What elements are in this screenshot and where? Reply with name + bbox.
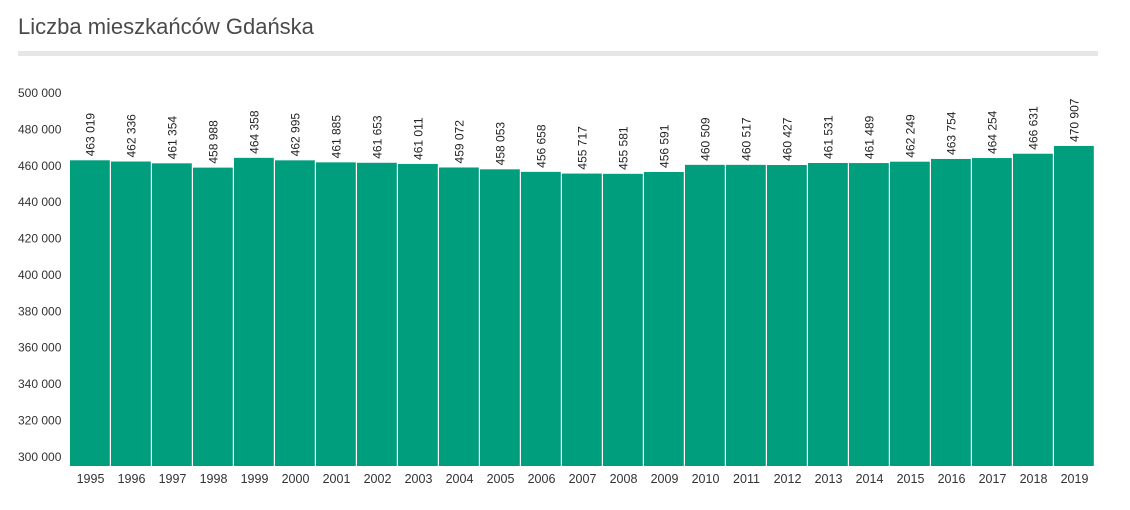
x-tick-label-2018: 2018 bbox=[1020, 472, 1048, 486]
bar-1995 bbox=[70, 160, 110, 467]
bar-2008 bbox=[603, 173, 643, 466]
data-label-2002: 461 653 bbox=[371, 115, 385, 159]
bar-2006 bbox=[521, 171, 561, 467]
bar-2009 bbox=[644, 171, 684, 467]
bar-2018 bbox=[1013, 153, 1053, 466]
x-tick-label-2015: 2015 bbox=[897, 472, 925, 486]
x-tick-label-2000: 2000 bbox=[282, 472, 310, 486]
y-axis: 300 000 320 000 340 000 360 000 380 000 400 0… bbox=[18, 86, 62, 464]
bar-2004 bbox=[439, 167, 479, 466]
data-label-2006: 456 658 bbox=[535, 124, 549, 168]
bar-2014 bbox=[849, 163, 889, 466]
data-label-2013: 461 531 bbox=[822, 115, 836, 159]
x-tick-label-2005: 2005 bbox=[487, 472, 515, 486]
y-tick-label: 400 000 bbox=[18, 268, 62, 282]
data-label-2001: 461 885 bbox=[330, 115, 344, 159]
data-label-1998: 458 988 bbox=[207, 120, 221, 164]
x-tick-label-2016: 2016 bbox=[938, 472, 966, 486]
x-tick-label-1996: 1996 bbox=[118, 472, 146, 486]
bar-2010 bbox=[685, 164, 725, 466]
data-label-2007: 455 717 bbox=[576, 126, 590, 170]
bar-1996 bbox=[111, 161, 151, 466]
bar-2007 bbox=[562, 173, 602, 466]
y-tick-label: 460 000 bbox=[18, 159, 62, 173]
y-tick-label: 420 000 bbox=[18, 232, 62, 246]
x-tick-label-2012: 2012 bbox=[774, 472, 802, 486]
bar-2000 bbox=[275, 160, 315, 466]
x-tick-label-2003: 2003 bbox=[405, 472, 433, 486]
x-tick-label-1998: 1998 bbox=[200, 472, 228, 486]
data-label-2018: 466 631 bbox=[1027, 106, 1041, 150]
data-label-2000: 462 995 bbox=[289, 113, 303, 157]
bar-2016 bbox=[931, 158, 971, 466]
data-label-2004: 459 072 bbox=[453, 120, 467, 164]
data-label-2015: 462 249 bbox=[904, 114, 918, 158]
y-tick-label: 380 000 bbox=[18, 304, 62, 318]
data-label-2008: 455 581 bbox=[617, 126, 631, 170]
x-tick-label-2019: 2019 bbox=[1061, 472, 1089, 486]
title-divider bbox=[18, 51, 1098, 56]
data-label-2016: 463 754 bbox=[945, 111, 959, 155]
bar-2001 bbox=[316, 162, 356, 466]
y-tick-label: 440 000 bbox=[18, 195, 62, 209]
bar-2017 bbox=[972, 158, 1012, 467]
x-tick-label-2013: 2013 bbox=[815, 472, 843, 486]
x-tick-label-2011: 2011 bbox=[733, 472, 760, 486]
data-label-1999: 464 358 bbox=[248, 110, 262, 154]
y-tick-label: 500 000 bbox=[18, 86, 62, 100]
x-tick-label-1999: 1999 bbox=[241, 472, 269, 486]
data-label-2005: 458 053 bbox=[494, 122, 508, 166]
bar-2015 bbox=[890, 161, 930, 466]
bar-2003 bbox=[398, 163, 438, 466]
data-label-2019: 470 907 bbox=[1068, 98, 1082, 142]
bar-2002 bbox=[357, 162, 397, 466]
x-tick-label-2008: 2008 bbox=[610, 472, 638, 486]
chart-title: Liczba mieszkańców Gdańska bbox=[18, 14, 314, 39]
data-label-2014: 461 489 bbox=[863, 115, 877, 159]
y-tick-label: 480 000 bbox=[18, 122, 62, 136]
data-labels: 463 019 462 336 461 354 458 988 464 358 462 9… bbox=[84, 98, 1082, 170]
x-tick-label-1997: 1997 bbox=[159, 472, 187, 486]
x-tick-label-2006: 2006 bbox=[528, 472, 556, 486]
x-tick-label-2014: 2014 bbox=[856, 472, 884, 486]
bar-2005 bbox=[480, 169, 520, 466]
x-tick-label-2001: 2001 bbox=[323, 472, 351, 486]
bar-1999 bbox=[234, 157, 274, 466]
data-label-1995: 463 019 bbox=[84, 113, 98, 157]
y-tick-label: 340 000 bbox=[18, 377, 62, 391]
bars bbox=[70, 145, 1094, 467]
bar-2012 bbox=[767, 165, 807, 466]
y-tick-label: 360 000 bbox=[18, 341, 62, 355]
x-tick-label-2007: 2007 bbox=[569, 472, 597, 486]
x-tick-label-2002: 2002 bbox=[364, 472, 392, 486]
bar-1998 bbox=[193, 167, 233, 466]
x-axis: 1995 1996 1997 1998 1999 2000 2001 2002 2003 2004… bbox=[77, 472, 1089, 486]
data-label-2012: 460 427 bbox=[781, 117, 795, 161]
bar-2011 bbox=[726, 164, 766, 466]
data-label-2003: 461 011 bbox=[412, 117, 426, 160]
data-label-1997: 461 354 bbox=[166, 116, 180, 160]
y-tick-label: 320 000 bbox=[18, 414, 62, 428]
bar-1997 bbox=[152, 163, 192, 466]
data-label-2010: 460 509 bbox=[699, 117, 713, 161]
data-label-2009: 456 591 bbox=[658, 124, 672, 168]
x-tick-label-2004: 2004 bbox=[446, 472, 474, 486]
data-label-2011: 460 517 bbox=[740, 117, 754, 161]
x-tick-label-2010: 2010 bbox=[692, 472, 720, 486]
y-tick-label: 300 000 bbox=[18, 450, 62, 464]
bar-2013 bbox=[808, 162, 848, 467]
x-tick-label-1995: 1995 bbox=[77, 472, 105, 486]
x-tick-label-2017: 2017 bbox=[979, 472, 1007, 486]
data-label-2017: 464 254 bbox=[986, 110, 1000, 154]
bar-2019 bbox=[1054, 145, 1094, 466]
data-label-1996: 462 336 bbox=[125, 114, 139, 158]
x-tick-label-2009: 2009 bbox=[651, 472, 679, 486]
